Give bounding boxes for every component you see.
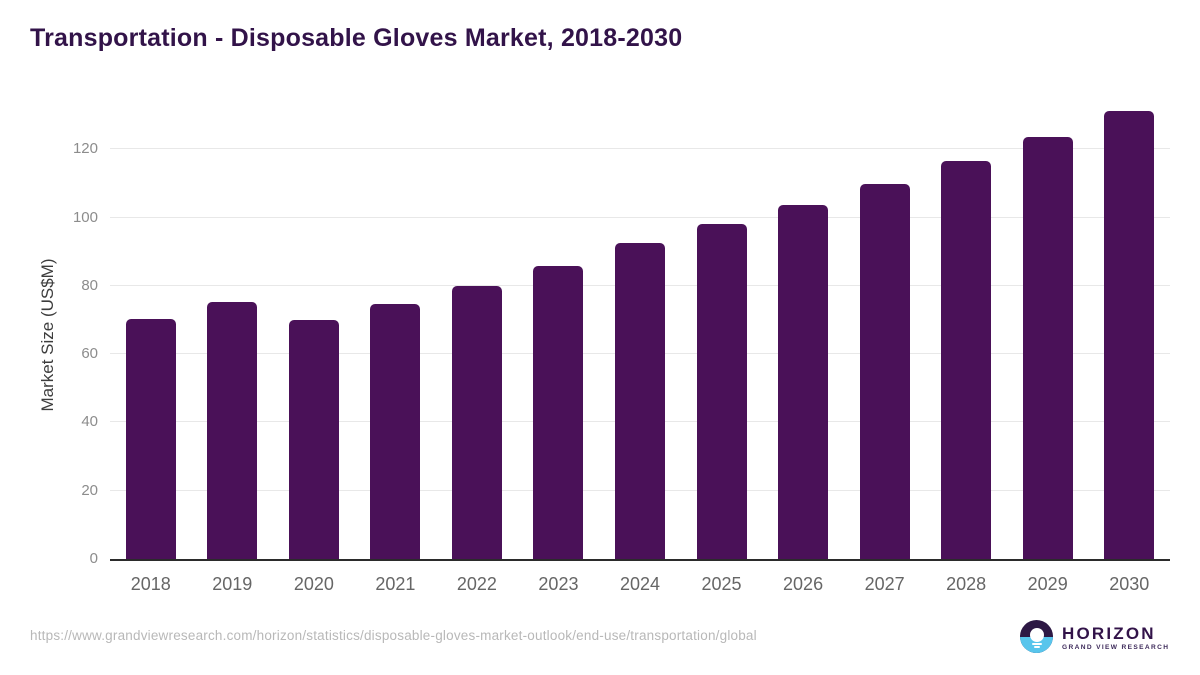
x-tick-2022: 2022 <box>456 574 497 594</box>
source-url: https://www.grandviewresearch.com/horizo… <box>30 628 757 643</box>
plot-area <box>110 95 1170 561</box>
x-tick-2020: 2020 <box>293 574 334 594</box>
gridline-120 <box>110 148 1170 150</box>
horizon-sun-icon <box>1020 620 1053 653</box>
y-tick-120: 120 <box>72 140 98 158</box>
bar-2022 <box>451 285 502 559</box>
bar-2019 <box>207 301 258 559</box>
bar-2021 <box>370 303 421 559</box>
logo-name: HORIZON <box>1062 624 1156 643</box>
horizon-logo: HORIZON GRAND VIEW RESEARCH <box>1020 620 1180 660</box>
bar-2030 <box>1104 110 1155 559</box>
x-tick-2028: 2028 <box>946 574 987 594</box>
y-tick-0: 0 <box>89 550 98 567</box>
chart-title: Transportation - Disposable Gloves Marke… <box>30 24 683 52</box>
x-tick-2029: 2029 <box>1027 574 1068 594</box>
bar-2023 <box>533 266 584 559</box>
x-tick-2027: 2027 <box>864 574 905 594</box>
y-tick-40: 40 <box>81 413 98 431</box>
bar-2026 <box>778 205 829 559</box>
y-tick-80: 80 <box>81 276 98 294</box>
x-tick-2030: 2030 <box>1109 574 1150 594</box>
y-tick-100: 100 <box>72 208 98 226</box>
y-tick-20: 20 <box>81 481 98 499</box>
bar-2025 <box>696 224 747 559</box>
logo-subtitle: GRAND VIEW RESEARCH <box>1062 644 1170 651</box>
x-tick-2023: 2023 <box>538 574 579 594</box>
x-tick-2026: 2026 <box>783 574 824 594</box>
x-tick-2021: 2021 <box>375 574 416 594</box>
bar-2024 <box>615 242 665 559</box>
gridline-100 <box>110 216 1170 218</box>
bar-2028 <box>941 160 992 559</box>
y-tick-60: 60 <box>81 345 98 363</box>
x-tick-2018: 2018 <box>130 574 171 594</box>
x-tick-2024: 2024 <box>619 574 661 594</box>
bar-2029 <box>1022 137 1073 559</box>
bar-2027 <box>859 184 910 559</box>
x-tick-2019: 2019 <box>212 574 253 594</box>
x-tick-2025: 2025 <box>701 574 742 594</box>
y-axis-label: Market Size (US$M) <box>38 258 57 412</box>
bar-2020 <box>288 320 339 559</box>
x-axis-line <box>110 559 1170 561</box>
bar-2018 <box>125 318 176 559</box>
